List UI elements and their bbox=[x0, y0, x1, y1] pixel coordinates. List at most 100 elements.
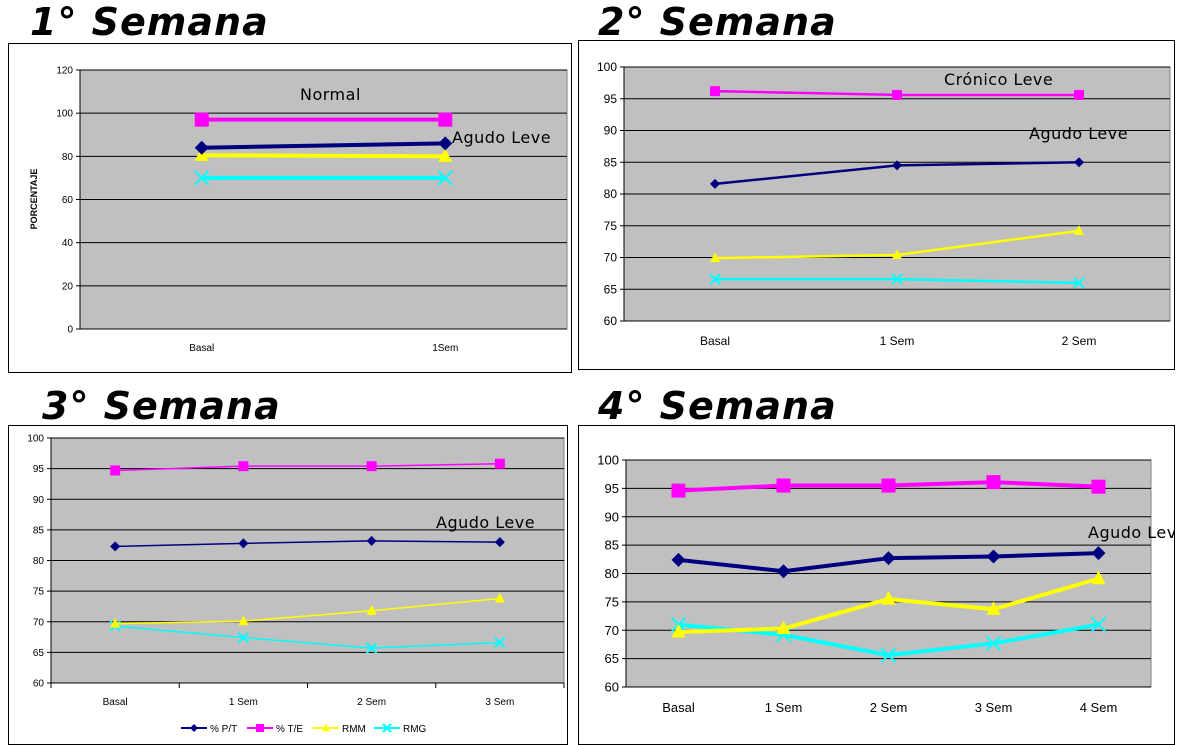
y-tick-label: 90 bbox=[604, 124, 618, 138]
y-tick-label: 65 bbox=[605, 651, 619, 666]
y-tick-label: 90 bbox=[33, 495, 45, 506]
data-point bbox=[1090, 616, 1107, 633]
y-tick-label: 20 bbox=[62, 281, 74, 292]
data-point bbox=[1091, 479, 1106, 494]
legend-item: % T/E bbox=[247, 724, 303, 735]
y-tick-label: 95 bbox=[604, 92, 618, 106]
x-tick-label: 4 Sem bbox=[1080, 700, 1118, 715]
data-point bbox=[366, 604, 377, 615]
data-point bbox=[892, 160, 902, 171]
data-point bbox=[438, 136, 453, 151]
data-point bbox=[892, 249, 902, 259]
data-point bbox=[986, 475, 1001, 490]
series-rmm bbox=[710, 225, 1084, 263]
y-tick-label: 70 bbox=[605, 623, 619, 638]
data-point bbox=[1091, 546, 1106, 561]
data-point bbox=[671, 483, 686, 498]
legend-marker bbox=[190, 724, 198, 732]
y-tick-label: 100 bbox=[597, 453, 619, 468]
y-tick-label: 65 bbox=[33, 648, 45, 659]
x-tick-label: 1 Sem bbox=[765, 700, 803, 715]
y-tick-label: 60 bbox=[604, 314, 618, 328]
y-tick-label: 75 bbox=[604, 219, 618, 233]
y-tick-label: 90 bbox=[605, 509, 619, 524]
legend-item: RMM bbox=[313, 723, 366, 735]
series-te bbox=[710, 86, 1084, 100]
y-tick-label: 85 bbox=[33, 525, 45, 536]
y-tick-label: 85 bbox=[604, 155, 618, 169]
y-tick-label: 70 bbox=[604, 251, 618, 265]
legend-label: RMM bbox=[342, 724, 366, 735]
series-line bbox=[115, 462, 500, 472]
series-line bbox=[201, 153, 446, 159]
data-point bbox=[709, 273, 721, 285]
y-tick-label: 95 bbox=[605, 481, 619, 496]
data-point bbox=[710, 178, 720, 189]
week-1-title: 1° Semana bbox=[30, 0, 269, 44]
x-tick-label: 3 Sem bbox=[485, 697, 514, 708]
legend-label: RMG bbox=[403, 724, 427, 735]
data-point bbox=[776, 478, 791, 493]
data-point bbox=[880, 647, 897, 663]
chart-week-4: 60 65 70 75 80 85 90 95 100 Basal 1 Sem 2 Sem 3 Sem 4… bbox=[578, 425, 1175, 745]
y-tick-label: 80 bbox=[62, 152, 74, 163]
chart-week-1: 0 20 40 60 80 100 120 Basal 1Sem PORCENTAJE Normal… bbox=[8, 43, 572, 373]
week-4-title: 4° Semana bbox=[598, 384, 837, 428]
data-point bbox=[494, 636, 506, 649]
legend-marker bbox=[322, 723, 330, 732]
data-point bbox=[710, 86, 720, 97]
y-tick-label: 100 bbox=[27, 434, 44, 445]
annotation-label: Crónico Leve bbox=[944, 70, 1053, 89]
y-tick-label: 120 bbox=[56, 66, 73, 77]
y-tick-label: 75 bbox=[605, 594, 619, 609]
legend-marker bbox=[382, 723, 392, 733]
annotation-label: Agudo Leve bbox=[452, 128, 551, 147]
y-tick-label: 65 bbox=[604, 282, 618, 296]
data-point bbox=[194, 140, 209, 155]
series-line bbox=[201, 141, 446, 150]
data-point bbox=[110, 617, 121, 628]
y-tick-label: 60 bbox=[33, 679, 45, 690]
data-point bbox=[985, 635, 1002, 652]
data-point bbox=[110, 465, 121, 476]
series-rmm bbox=[671, 570, 1106, 638]
annotation-label: Agudo Leve bbox=[1029, 124, 1128, 143]
series-te bbox=[194, 112, 453, 127]
legend-label: % P/T bbox=[210, 724, 237, 735]
week-3-title: 3° Semana bbox=[42, 384, 281, 428]
series-rmg bbox=[194, 170, 453, 186]
series-line bbox=[115, 540, 500, 548]
data-point bbox=[986, 549, 1001, 564]
y-tick-label: 75 bbox=[33, 587, 45, 598]
data-point bbox=[1091, 570, 1106, 585]
data-point bbox=[671, 552, 686, 567]
y-tick-label: 85 bbox=[605, 538, 619, 553]
data-point bbox=[194, 170, 210, 186]
data-point bbox=[494, 537, 505, 548]
chart-week-2: 60 65 70 75 80 85 90 95 100 Basal 1 Sem 2 Sem Crónic… bbox=[578, 40, 1175, 370]
legend-marker bbox=[256, 724, 264, 732]
data-point bbox=[881, 551, 896, 566]
y-tick-label: 100 bbox=[56, 109, 73, 120]
series-line bbox=[115, 625, 500, 649]
data-point bbox=[986, 601, 1001, 615]
annotation-label: Agudo Leve bbox=[436, 513, 535, 532]
data-point bbox=[891, 273, 903, 285]
data-point bbox=[1073, 277, 1085, 289]
series-rmg bbox=[109, 620, 506, 654]
x-tick-label: 1 Sem bbox=[229, 697, 258, 708]
y-tick-label: 70 bbox=[33, 617, 45, 628]
legend-item: RMG bbox=[374, 723, 427, 735]
data-point bbox=[438, 112, 453, 127]
data-point bbox=[366, 535, 377, 546]
legend-item: % P/T bbox=[181, 724, 237, 735]
y-axis-label: PORCENTAJE bbox=[29, 169, 39, 230]
series-line bbox=[115, 597, 500, 625]
data-point bbox=[710, 252, 720, 263]
x-tick-label: Basal bbox=[700, 334, 730, 348]
y-tick-label: 40 bbox=[62, 238, 74, 249]
chart-week-3: 60 65 70 75 80 85 90 95 100 Basal 1 Sem 2 Sem 3 Sem A… bbox=[8, 425, 568, 745]
x-tick-label: Basal bbox=[662, 700, 695, 715]
x-tick-label: 2 Sem bbox=[1062, 334, 1097, 348]
series-pt bbox=[110, 535, 505, 552]
